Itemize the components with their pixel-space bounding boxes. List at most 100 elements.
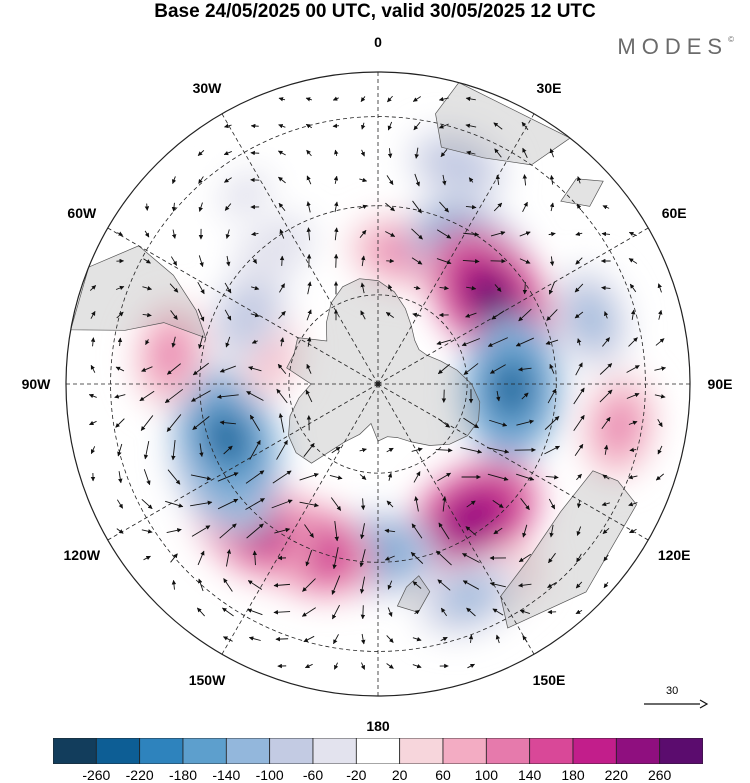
meridian-line: [377, 227, 649, 385]
wind-vector: [465, 96, 476, 102]
wind-vector: [602, 527, 610, 535]
wind-vector: [628, 502, 638, 507]
wind-vector: [460, 447, 483, 454]
wind-vector: [519, 258, 531, 264]
colorbar-swatch: [572, 738, 617, 764]
wind-vector: [359, 474, 367, 480]
colorbar-tick-label: 180: [561, 767, 585, 783]
wind-vector: [547, 388, 557, 404]
wind-vector: [414, 609, 420, 615]
wind-vector: [90, 446, 96, 455]
wind-vector: [359, 229, 367, 238]
anomaly-cell: [552, 265, 631, 373]
wind-vector: [387, 607, 393, 617]
wind-vector: [412, 312, 422, 318]
wind-vector: [436, 229, 452, 239]
wind-vector: [466, 607, 476, 617]
wind-vector: [224, 123, 232, 129]
wind-vector: [601, 285, 611, 291]
wind-vector: [489, 581, 506, 588]
wind-vector: [386, 663, 394, 669]
wind-vector: [360, 662, 365, 670]
wind-vector: [412, 96, 421, 102]
map-title: Base 24/05/2025 00 UTC, valid 30/05/2025…: [154, 1, 596, 22]
meridian-line: [377, 113, 535, 385]
longitude-label: 0: [374, 34, 382, 50]
wind-vector: [333, 634, 339, 645]
wind-vector: [487, 337, 508, 347]
wind-vector: [603, 581, 609, 589]
wind-vector: [252, 550, 258, 566]
longitude-label: 30E: [536, 79, 562, 96]
longitude-label: 150E: [532, 672, 566, 689]
wind-vector: [247, 608, 263, 616]
wind-vector: [249, 440, 261, 460]
wind-vector: [306, 149, 312, 157]
wind-vector: [575, 362, 583, 376]
wind-vector: [575, 257, 583, 265]
meridian-line: [377, 383, 649, 541]
wind-vector: [331, 446, 341, 454]
wind-vector: [628, 420, 638, 426]
wind-vector: [495, 174, 501, 186]
wind-vector: [628, 474, 638, 480]
wind-vector: [144, 203, 150, 211]
wind-vector: [359, 177, 368, 183]
wind-vector: [438, 96, 449, 102]
wind-vector: [548, 231, 556, 237]
wind-vector: [602, 337, 610, 347]
wind-vector: [275, 636, 289, 642]
wind-vector: [440, 636, 448, 642]
wind-vector: [522, 635, 528, 643]
wind-vector: [272, 470, 292, 484]
wind-vector: [630, 309, 636, 320]
wind-vector: [332, 547, 339, 570]
wind-vector: [466, 285, 477, 291]
wind-vector: [191, 390, 211, 402]
reference-vector-arrow: [644, 699, 709, 709]
colorbar-tick-label: 20: [391, 767, 408, 783]
wind-vector: [492, 500, 504, 508]
wind-vector: [278, 176, 286, 184]
wind-vector: [575, 609, 583, 615]
wind-vector: [440, 607, 448, 617]
wind-vector: [466, 500, 476, 508]
wind-vector: [117, 337, 123, 347]
wind-vector: [166, 528, 182, 533]
longitude-label: 90W: [21, 376, 51, 392]
wind-vector: [387, 148, 393, 159]
wind-vector: [386, 635, 394, 643]
wind-vectors: [88, 95, 667, 670]
wind-vector: [574, 311, 584, 319]
wind-vector: [437, 579, 451, 591]
wind-vector: [468, 177, 474, 183]
wind-vector: [462, 580, 480, 590]
wind-vector: [412, 200, 422, 214]
wind-vector: [626, 392, 640, 399]
antarctica: [286, 278, 481, 464]
colorbar-swatch: [269, 738, 314, 764]
wind-vector: [219, 365, 236, 373]
wind-vector: [274, 527, 291, 534]
wind-vector: [192, 362, 209, 376]
graticule: [66, 72, 690, 696]
wind-vector: [171, 202, 177, 212]
wind-vector: [385, 202, 395, 212]
wind-vector: [141, 498, 153, 510]
wind-vector: [217, 472, 239, 482]
wind-vector: [549, 363, 555, 374]
wind-vector: [276, 440, 288, 460]
wind-vector: [197, 550, 205, 566]
wind-vector: [602, 205, 610, 210]
wind-vector: [359, 549, 366, 568]
colorbar-swatch: [399, 738, 444, 764]
wind-vector: [601, 416, 611, 430]
wind-vector: [171, 440, 176, 461]
wind-vector: [466, 150, 476, 156]
wind-vector: [655, 473, 665, 481]
wind-vector: [144, 230, 150, 238]
wind-vector: [413, 285, 421, 291]
wind-vector: [548, 552, 556, 564]
wind-vector: [166, 363, 181, 375]
wind-vector: [493, 527, 503, 535]
